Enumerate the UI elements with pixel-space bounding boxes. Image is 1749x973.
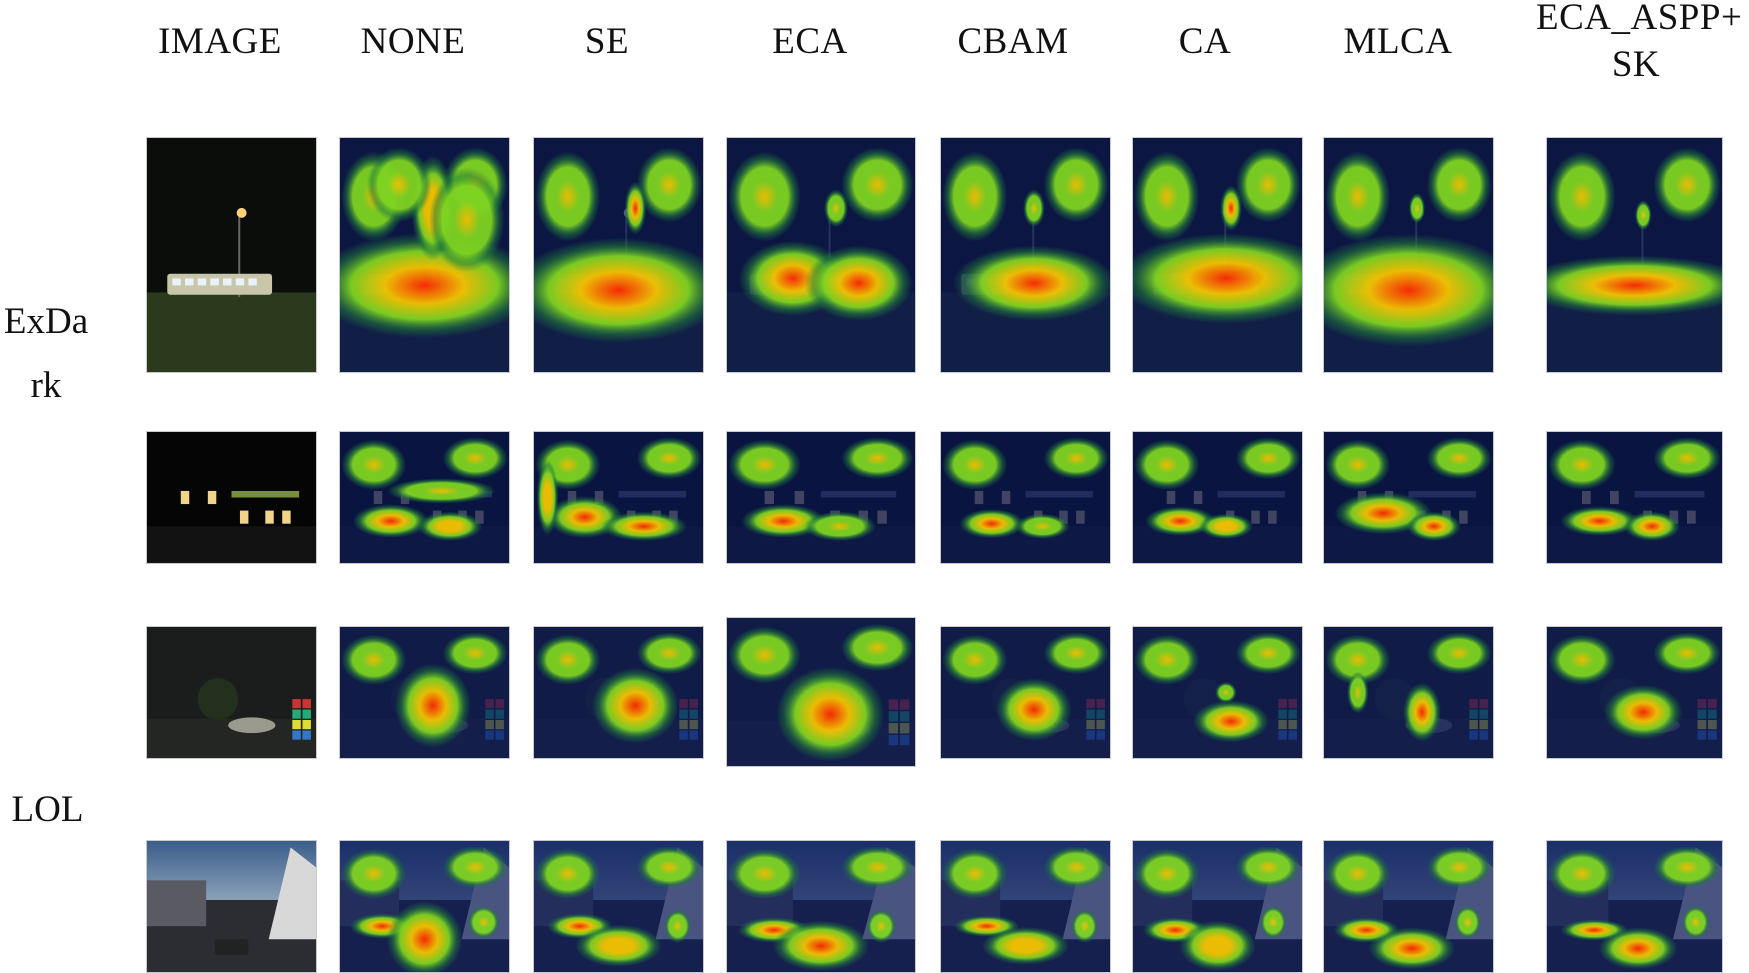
column-header-mlca: MLCA <box>1343 21 1453 62</box>
heatmap-ca-row-3 <box>1132 626 1303 759</box>
heatmap-se-row-2 <box>533 431 704 564</box>
heatmap-eca-aspp-sk-row-4 <box>1546 840 1723 973</box>
heatmap-none-row-4 <box>339 840 510 973</box>
column-header-cbam: CBAM <box>957 21 1069 62</box>
attention-overlay <box>534 138 703 372</box>
scene-photo <box>147 627 316 758</box>
attention-overlay <box>941 627 1110 758</box>
attention-overlay <box>1133 432 1302 563</box>
heatmap-eca-row-2 <box>726 431 916 564</box>
attention-overlay <box>340 627 509 758</box>
attention-overlay <box>1324 432 1493 563</box>
attention-overlay <box>1324 841 1493 972</box>
column-header-eca: ECA <box>772 21 848 62</box>
heatmap-none-row-3 <box>339 626 510 759</box>
scene-photo <box>147 841 316 972</box>
heatmap-se-row-3 <box>533 626 704 759</box>
attention-overlay <box>340 138 509 372</box>
heatmap-none-row-2 <box>339 431 510 564</box>
attention-overlay <box>1547 138 1722 372</box>
heatmap-eca-aspp-sk-row-1 <box>1546 137 1723 373</box>
attention-overlay <box>1133 627 1302 758</box>
input-image-row-4 <box>146 840 317 973</box>
column-header-image: IMAGE <box>158 21 282 62</box>
attention-overlay <box>1324 138 1493 372</box>
input-image-row-2 <box>146 431 317 564</box>
input-image-row-1 <box>146 137 317 373</box>
heatmap-eca-aspp-sk-row-2 <box>1546 431 1723 564</box>
heatmap-se-row-1 <box>533 137 704 373</box>
attention-overlay <box>1133 841 1302 972</box>
heatmap-mlca-row-3 <box>1323 626 1494 759</box>
heatmap-eca-row-1 <box>726 137 916 373</box>
attention-overlay <box>1547 627 1722 758</box>
heatmap-cbam-row-1 <box>940 137 1111 373</box>
heatmap-mlca-row-2 <box>1323 431 1494 564</box>
dataset-label-lol: LOL <box>11 789 84 830</box>
heatmap-ca-row-1 <box>1132 137 1303 373</box>
column-header-eca-aspp-sk: ECA_ASPP+ SK <box>1536 0 1743 85</box>
input-image-row-3 <box>146 626 317 759</box>
heatmap-ca-row-4 <box>1132 840 1303 973</box>
column-header-se: SE <box>584 21 630 62</box>
attention-overlay <box>1324 627 1493 758</box>
column-header-none: NONE <box>360 21 466 62</box>
heatmap-mlca-row-4 <box>1323 840 1494 973</box>
attention-overlay <box>727 841 915 972</box>
attention-overlay <box>727 432 915 563</box>
scene-photo <box>147 432 316 563</box>
heatmap-eca-row-4 <box>726 840 916 973</box>
attention-overlay <box>941 841 1110 972</box>
attention-overlay <box>534 627 703 758</box>
heatmap-cbam-row-3 <box>940 626 1111 759</box>
column-header-ca: CA <box>1178 21 1232 62</box>
attention-overlay <box>1547 841 1722 972</box>
heatmap-eca-aspp-sk-row-3 <box>1546 626 1723 759</box>
attention-overlay <box>727 138 915 372</box>
attention-overlay <box>1133 138 1302 372</box>
heatmap-cbam-row-2 <box>940 431 1111 564</box>
attention-overlay <box>534 841 703 972</box>
heatmap-eca-row-3 <box>726 617 916 767</box>
attention-overlay <box>941 432 1110 563</box>
attention-overlay <box>941 138 1110 372</box>
heatmap-se-row-4 <box>533 840 704 973</box>
heatmap-ca-row-2 <box>1132 431 1303 564</box>
attention-overlay <box>727 618 915 766</box>
heatmap-none-row-1 <box>339 137 510 373</box>
heatmap-mlca-row-1 <box>1323 137 1494 373</box>
attention-overlay <box>1547 432 1722 563</box>
attention-overlay <box>534 432 703 563</box>
attention-overlay <box>340 841 509 972</box>
heatmap-cbam-row-4 <box>940 840 1111 973</box>
scene-photo <box>147 138 316 372</box>
dataset-label-exdark: ExDa rk <box>3 301 89 406</box>
attention-overlay <box>340 432 509 563</box>
